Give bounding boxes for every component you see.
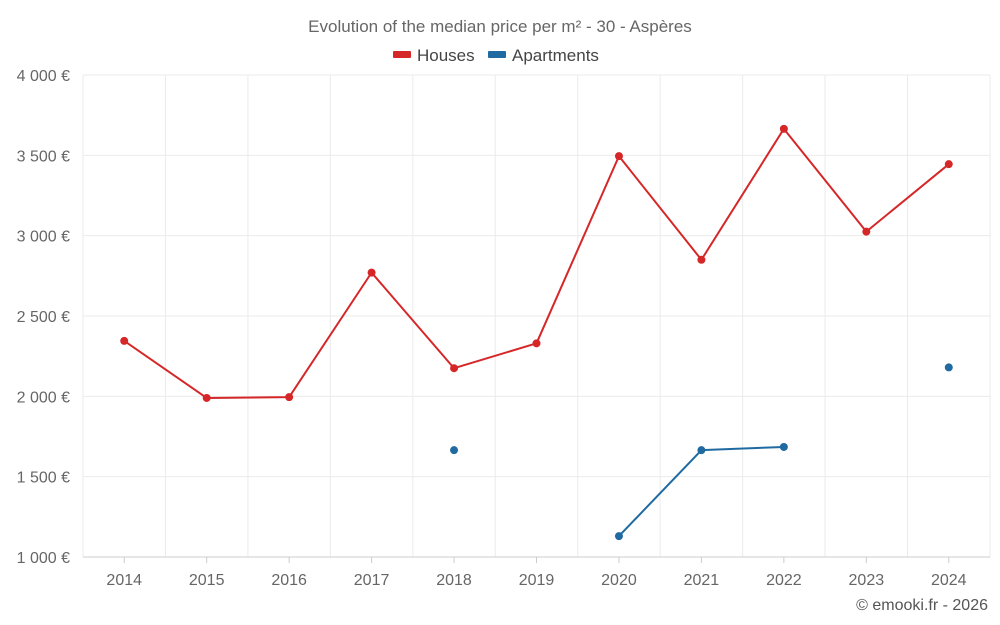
series-line-apartments <box>618 445 784 537</box>
y-tick-label: 2 000 € <box>17 389 70 406</box>
series-layer <box>120 124 953 541</box>
series-houses <box>120 124 953 402</box>
data-point-houses[interactable] <box>285 393 294 402</box>
legend-swatch <box>393 51 411 58</box>
x-tick-label: 2015 <box>189 572 225 589</box>
y-tick-label: 2 500 € <box>17 309 70 326</box>
data-point-houses[interactable] <box>202 393 211 402</box>
legend-swatch <box>488 51 506 58</box>
y-tick-label: 1 000 € <box>17 550 70 567</box>
data-point-houses[interactable] <box>944 160 953 169</box>
legend-item-houses[interactable]: Houses <box>393 46 475 65</box>
chart-title: Evolution of the median price per m² - 3… <box>308 17 692 36</box>
data-point-houses[interactable] <box>614 152 623 161</box>
grid <box>82 74 991 557</box>
data-point-houses[interactable] <box>367 268 376 277</box>
x-tick-label: 2023 <box>849 572 885 589</box>
data-point-apartments[interactable] <box>450 446 459 455</box>
y-tick-label: 3 000 € <box>17 229 70 246</box>
data-point-houses[interactable] <box>120 336 129 345</box>
y-tick-label: 1 500 € <box>17 470 70 487</box>
x-tick-label: 2020 <box>601 572 637 589</box>
credit-text: © emooki.fr - 2026 <box>856 597 988 614</box>
data-point-houses[interactable] <box>697 255 706 264</box>
x-tick-label: 2017 <box>354 572 390 589</box>
y-tick-label: 4 000 € <box>17 68 70 85</box>
x-tick-label: 2014 <box>106 572 142 589</box>
series-apartments <box>450 363 953 541</box>
x-tick-label: 2016 <box>271 572 307 589</box>
data-point-houses[interactable] <box>862 227 871 236</box>
legend-item-apartments[interactable]: Apartments <box>488 46 599 65</box>
data-point-apartments[interactable] <box>779 442 788 451</box>
data-point-houses[interactable] <box>450 364 459 373</box>
data-point-houses[interactable] <box>779 124 788 133</box>
x-tick-label: 2022 <box>766 572 802 589</box>
x-tick-label: 2024 <box>931 572 967 589</box>
data-point-houses[interactable] <box>532 339 541 348</box>
legend: Houses Apartments <box>393 46 599 65</box>
x-tick-label: 2018 <box>436 572 472 589</box>
x-tick-label: 2021 <box>684 572 720 589</box>
data-point-apartments[interactable] <box>697 446 706 455</box>
y-tick-label: 3 500 € <box>17 148 70 165</box>
data-point-apartments[interactable] <box>614 532 623 541</box>
axes: 1 000 € 1 500 € 2 000 € 2 500 € 3 000 € 3 500… <box>17 68 990 589</box>
data-point-apartments[interactable] <box>944 363 953 372</box>
legend-label: Apartments <box>512 46 599 65</box>
legend-label: Houses <box>417 46 475 65</box>
x-tick-label: 2019 <box>519 572 555 589</box>
